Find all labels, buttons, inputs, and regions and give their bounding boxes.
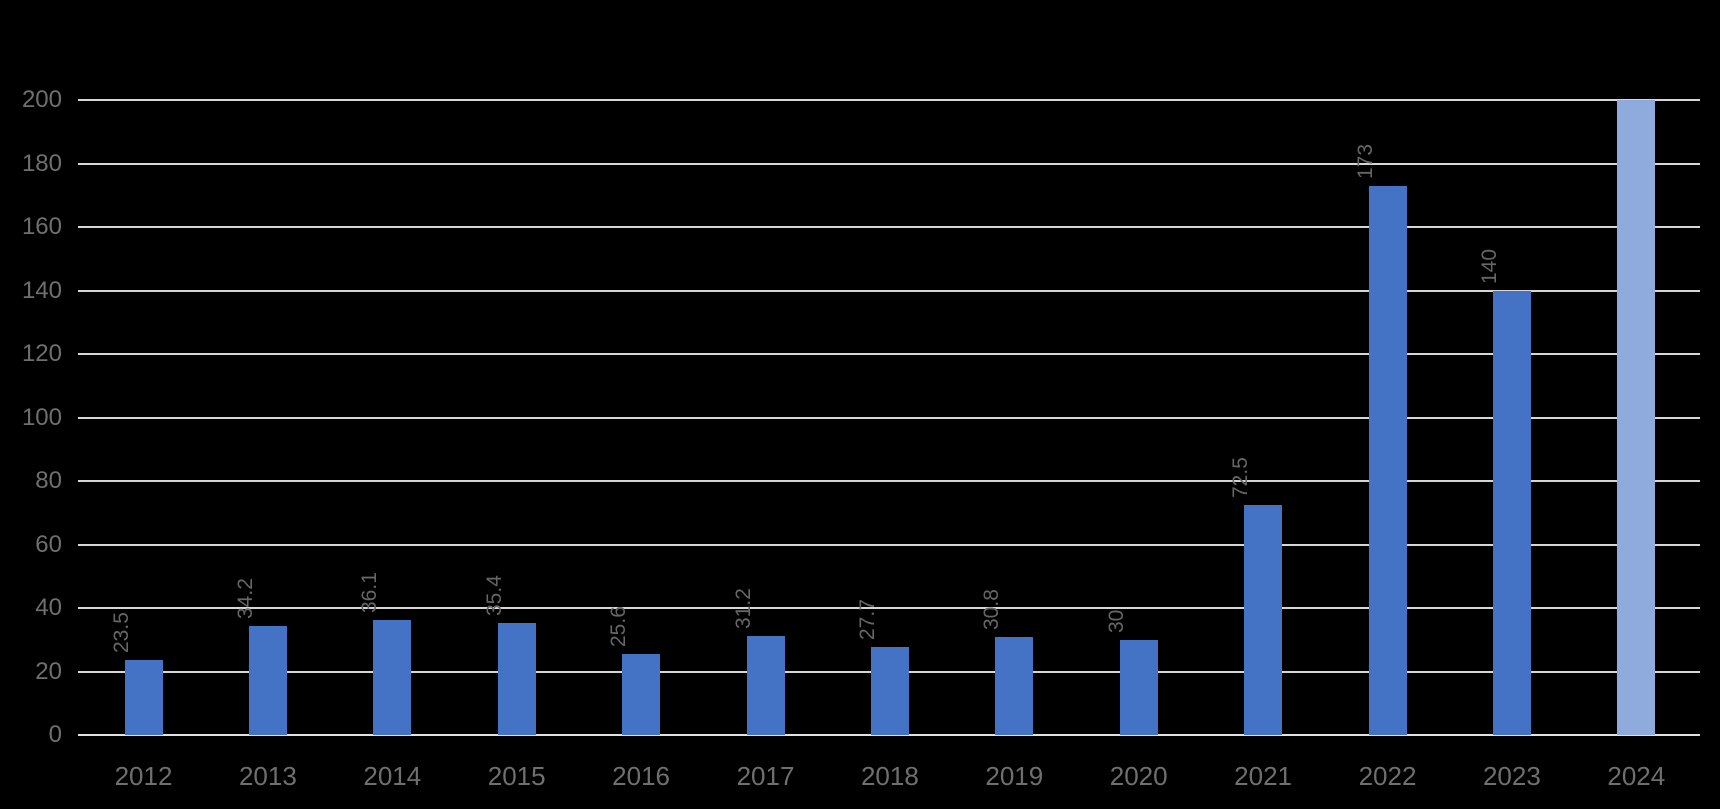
bar [497,622,536,735]
gridline [78,480,1700,482]
x-axis-label: 2020 [1109,761,1168,791]
gridline [78,289,1700,292]
bar-data-label: 30.8 [980,589,1004,631]
x-axis-label: 2016 [612,761,671,791]
bar [1244,504,1283,735]
y-axis-label: 80 [35,467,62,494]
x-axis-line [78,734,1700,736]
bar [1617,100,1656,735]
x-axis-label: 2022 [1358,761,1417,791]
bar-data-label: 30 [1104,609,1128,633]
bar [870,647,909,735]
x-axis-label: 2017 [736,761,795,791]
bar-data-label: 140 [1477,248,1501,284]
x-axis-label: 2014 [363,761,422,791]
bar-data-label: 173 [1353,143,1377,179]
y-axis-label: 160 [21,213,62,240]
gridline [78,416,1700,419]
bar [373,620,412,735]
gridline [78,162,1700,165]
bar [1368,185,1407,735]
y-axis-label: 180 [21,149,62,177]
y-axis-label: 140 [21,276,62,304]
x-axis-label: 2021 [1234,761,1293,791]
x-axis-label: 2013 [238,761,297,791]
gridline [78,226,1700,228]
bar [1492,290,1531,735]
x-axis-label: 2019 [985,761,1044,791]
x-axis-label: 2023 [1482,761,1541,791]
y-axis-label: 60 [35,530,62,558]
gridline [78,607,1700,609]
x-axis-label: 2012 [114,761,173,791]
bar [746,635,785,735]
y-axis-label: 200 [21,86,62,113]
bar [622,653,661,735]
bar [124,660,163,735]
gridline [78,99,1700,101]
bar-data-label: 27.7 [855,599,879,641]
x-axis-label: 2015 [487,761,546,791]
y-axis-label: 20 [35,657,62,685]
bar-data-label: 23.5 [109,612,133,654]
y-axis-label: 100 [21,403,62,431]
gridline [78,353,1700,355]
bar-data-label: 72.5 [1229,456,1253,498]
gridline [78,543,1700,546]
bar-data-label: 34.2 [233,578,257,620]
bar [995,637,1034,735]
y-axis-label: 40 [35,594,62,621]
bar [1119,639,1158,735]
bar-data-label: 25.6 [607,605,631,647]
y-axis-label: 120 [21,340,62,367]
x-axis-label: 2018 [860,761,919,791]
bar-data-label: 31.2 [731,588,755,629]
bar-data-label: 36.1 [358,572,382,614]
bar [248,626,287,735]
bar-data-label: 35.4 [482,574,506,616]
y-axis-label: 0 [48,721,62,748]
x-axis-label: 2024 [1607,761,1666,791]
